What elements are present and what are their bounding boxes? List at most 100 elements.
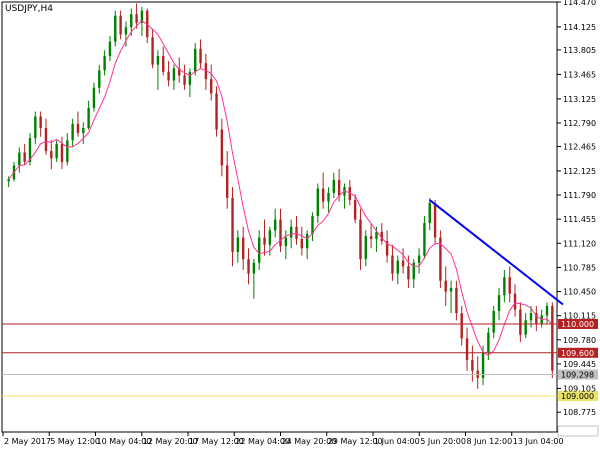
candle-body (28, 138, 32, 162)
candle-body (279, 219, 282, 247)
candle-body (7, 179, 10, 182)
axis-end-box (557, 425, 599, 437)
moving-average-layer (8, 20, 553, 357)
candle-body (55, 143, 58, 159)
candle-body (236, 237, 240, 252)
candle-body (407, 266, 410, 280)
candle-body (188, 71, 192, 85)
y-tick-label: 111.790 (563, 191, 596, 200)
y-tick-label: 110.785 (563, 263, 596, 272)
candle-body (151, 37, 154, 65)
x-tick-label: 22 May 04:00 (235, 437, 290, 446)
candle-body (87, 107, 90, 129)
candle-body (551, 305, 554, 371)
y-tick-label: 114.470 (563, 0, 596, 7)
candle-body (167, 71, 170, 81)
x-tick-label: 1 Jun 04:00 (374, 437, 420, 446)
price-axis: 114.470 114.125 113.805 113.465 113.125 112.7… (557, 0, 599, 437)
y-tick-label: 110.115 (563, 312, 596, 321)
candle-body (135, 14, 138, 23)
candle-body (380, 231, 383, 242)
candle-body (162, 56, 165, 72)
price-tag-label: 110.000 (561, 320, 594, 329)
trendline-layer[interactable] (429, 199, 564, 306)
y-tick-label: 109.780 (563, 336, 596, 345)
y-tick-label: 112.465 (563, 142, 596, 151)
candle-body (98, 70, 101, 88)
candle-body (124, 27, 128, 35)
candle-body (172, 68, 176, 81)
candle-body (449, 287, 453, 292)
candle-body (465, 338, 469, 360)
candle-body (332, 179, 336, 193)
candle-body (39, 116, 42, 129)
candle-body (359, 219, 362, 260)
candle-body (396, 260, 399, 274)
candle-body (34, 116, 37, 139)
candle-body (481, 352, 485, 378)
candle-body (18, 152, 21, 166)
candle-body (439, 237, 442, 281)
candle-body (119, 15, 122, 35)
candle-body (284, 237, 288, 247)
candle-body (327, 192, 330, 202)
candle-body (199, 48, 202, 64)
candle-body (535, 313, 538, 324)
candle-body (321, 188, 325, 202)
chart-title: USDJPY,H4 (5, 4, 53, 14)
price-tag (558, 347, 598, 358)
y-tick-label: 109.105 (563, 384, 596, 393)
price-tag (558, 390, 598, 401)
candle-body (497, 295, 501, 311)
y-tick-label: 108.775 (563, 408, 596, 417)
candle-body (66, 140, 69, 162)
x-tick-label: 24 May 20:00 (282, 437, 337, 446)
candle-body (444, 280, 447, 292)
x-tick-label: 5 Jun 20:00 (420, 437, 466, 446)
candle-body (252, 262, 256, 274)
plot-frame (1, 1, 558, 433)
x-tick-label: 5 May 12:00 (50, 437, 100, 446)
candle-body (247, 259, 250, 274)
candle-body (183, 75, 186, 85)
candle-body (140, 10, 144, 23)
candle-body (316, 188, 320, 216)
candle-body (492, 310, 495, 333)
candle-body (114, 15, 117, 42)
candle-body (300, 238, 304, 249)
x-tick-label: 10 May 04:00 (97, 437, 152, 446)
candle-body (220, 129, 224, 166)
candle-body (311, 215, 314, 234)
horizontal-levels-layer[interactable]: 110.000 109.600 109.298 109.000 (2, 318, 598, 401)
candle-body (423, 223, 426, 256)
y-tick-label: 112.790 (563, 119, 596, 128)
y-tick-label: 110.450 (563, 288, 596, 297)
candle-body (76, 123, 80, 134)
candle-body (257, 237, 261, 263)
price-tag (558, 318, 598, 329)
candle-body (92, 87, 96, 108)
x-tick-label: 17 May 12:00 (189, 437, 244, 446)
candle-body (348, 187, 351, 201)
candle-body (23, 152, 26, 162)
y-tick-label: 109.445 (563, 360, 596, 369)
y-tick-label: 111.120 (563, 239, 596, 248)
y-tick-label: 111.455 (563, 215, 596, 224)
x-tick-label: 2 May 2017 (4, 437, 51, 446)
candle-body (82, 128, 85, 134)
candle-body (455, 287, 458, 314)
y-tick-label: 114.125 (563, 23, 596, 32)
moving-average-line (8, 20, 553, 357)
candle-body (178, 68, 181, 76)
candle-body (353, 200, 357, 220)
candle-body (369, 236, 373, 239)
candle-body (401, 260, 405, 267)
trendline (429, 199, 564, 306)
candle-body (375, 231, 378, 239)
candle-body (519, 309, 522, 335)
y-tick-label: 113.805 (563, 46, 596, 55)
candle-body (231, 197, 234, 252)
candle-body (204, 63, 208, 80)
candle-body (487, 332, 490, 353)
